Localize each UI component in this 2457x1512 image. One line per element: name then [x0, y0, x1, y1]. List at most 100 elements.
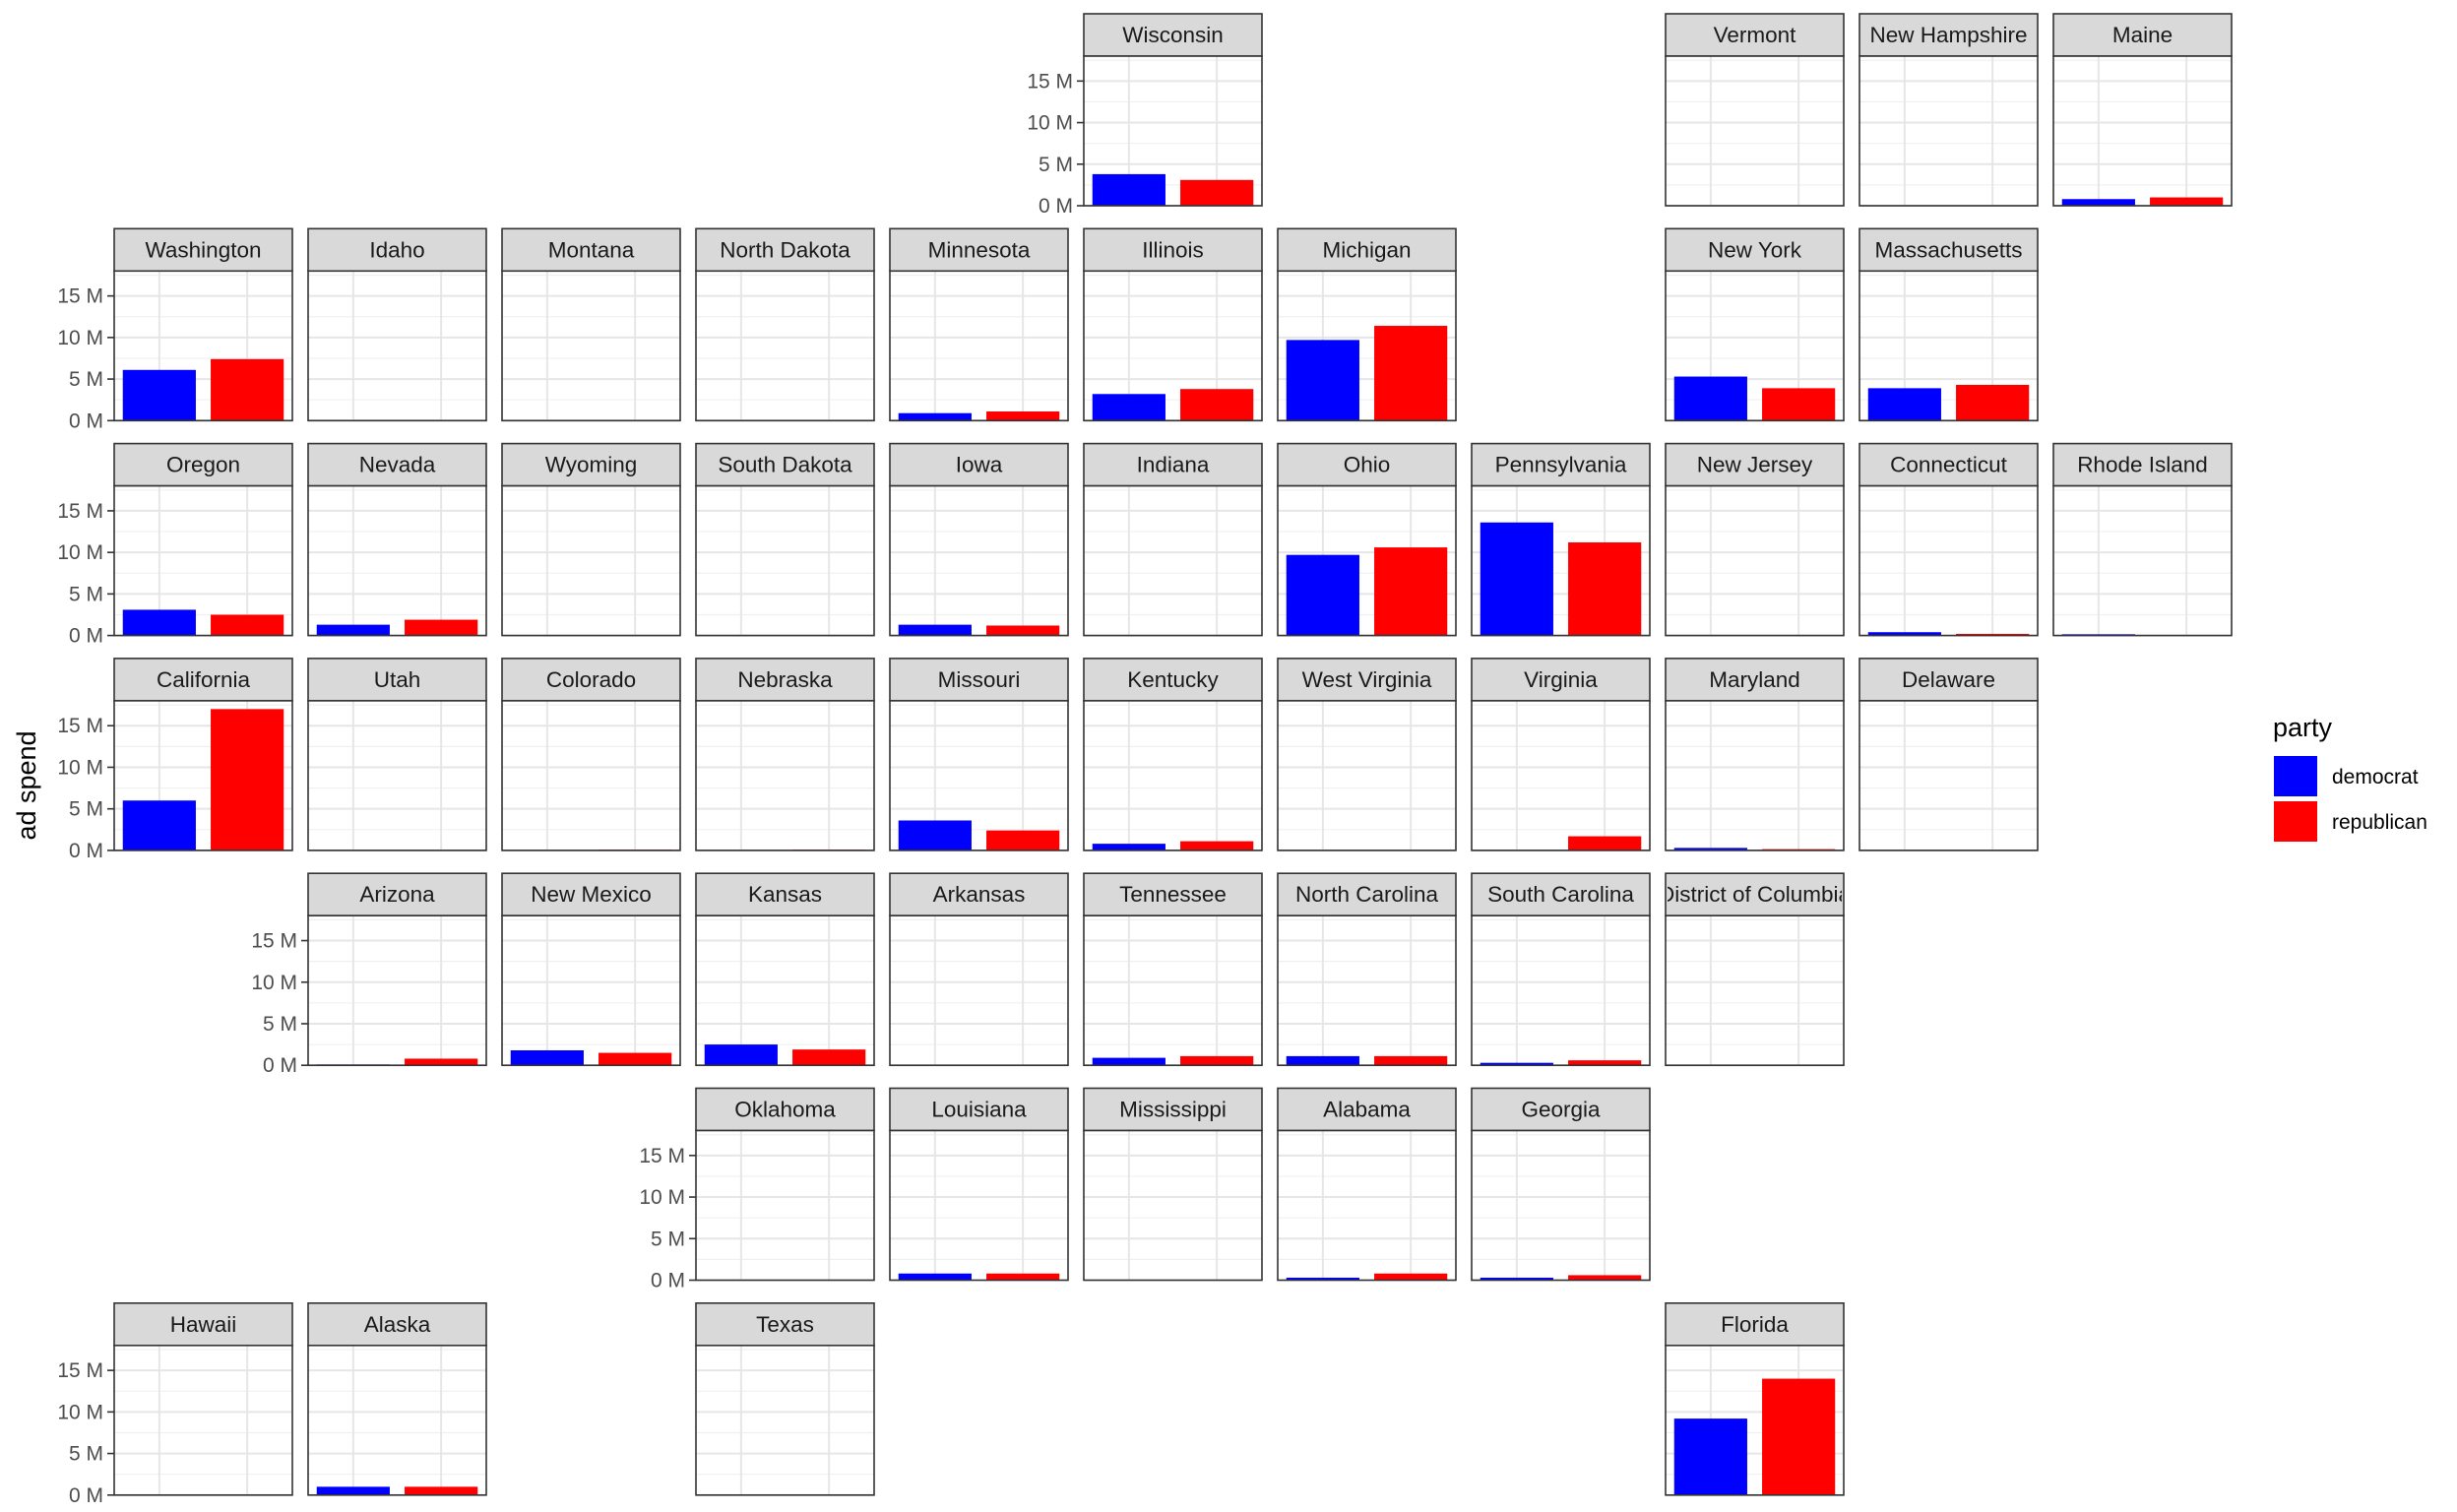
y-axes: 0 M 5 M 10 M 15 M 0 M 5 M 10 M 15 M 0 M 5 M 10 M 15…: [57, 70, 1084, 1507]
facet-strip: [1858, 13, 2039, 57]
y-axis: 0 M 5 M 10 M 15 M: [57, 715, 114, 862]
bar-republican: [1956, 384, 2030, 421]
bar-republican: [1180, 1055, 1254, 1066]
y-tick-label: 10 M: [57, 541, 103, 564]
facet-strip-label: Washington: [146, 237, 262, 262]
y-tick-label: 15 M: [57, 715, 103, 737]
panel-background: [696, 271, 874, 421]
panel-background: [1666, 700, 1844, 850]
panel-background: [696, 915, 874, 1066]
panel-background: [2053, 485, 2232, 636]
legend: party democrat republican: [2273, 713, 2427, 842]
bar-republican: [1568, 542, 1642, 636]
facet-strip: [1665, 1302, 1845, 1347]
facet-strip: [1858, 227, 2039, 273]
bar-republican: [1568, 1060, 1642, 1066]
facet-strip: [1277, 872, 1457, 917]
facet-strip-label: Virginia: [1524, 667, 1598, 692]
facet-panel: South Dakota: [695, 442, 875, 637]
bar-democrat: [1480, 522, 1553, 636]
facet-panel: Alaska: [307, 1302, 487, 1496]
facet-strip-label: Oregon: [166, 453, 240, 477]
y-tick-label: 0 M: [263, 1054, 297, 1077]
legend-label-republican: republican: [2332, 811, 2427, 834]
legend-title: party: [2273, 713, 2333, 742]
panel-background: [502, 271, 680, 421]
panel-border: [889, 270, 1069, 422]
facet-strip-label: Tennessee: [1119, 882, 1227, 907]
facet-strip-label: Ohio: [1344, 453, 1391, 477]
panel-border: [1665, 484, 1845, 637]
facet-panel: Rhode Island: [2052, 442, 2233, 637]
y-tick-label: 15 M: [639, 1145, 685, 1167]
panel-border: [695, 1129, 875, 1282]
panel-border: [1665, 270, 1845, 422]
facet-strip: [1083, 13, 1263, 57]
facet-strip: [307, 442, 487, 487]
bar-democrat: [1092, 1057, 1166, 1066]
facet-strip-label: Kentucky: [1127, 667, 1219, 692]
y-tick-label: 10 M: [639, 1186, 685, 1209]
panel-background: [308, 915, 486, 1066]
panel-background: [1278, 915, 1456, 1066]
y-axis: 0 M 5 M 10 M 15 M: [57, 285, 114, 432]
facet-panels: Wisconsin Vermont New Hampshire Maine Washin…: [113, 13, 2233, 1496]
panel-border: [1277, 914, 1457, 1067]
bar-republican: [986, 625, 1060, 636]
facet-strip: [501, 442, 681, 487]
facet-strip-label: Minnesota: [928, 237, 1031, 262]
facet-strip: [1471, 872, 1651, 917]
facet-panel: Texas: [695, 1302, 875, 1496]
facet-strip-label: Nebraska: [737, 667, 833, 692]
panel-border: [695, 270, 875, 422]
facet-strip: [1083, 1087, 1263, 1132]
panel-background: [890, 1130, 1068, 1281]
panel-background: [1666, 915, 1844, 1066]
panel-background: [1472, 1130, 1650, 1281]
facet-strip-label: Indiana: [1137, 453, 1210, 477]
y-tick-label: 5 M: [651, 1228, 685, 1250]
facet-strip: [307, 658, 487, 702]
facet-strip-label: Nevada: [359, 453, 436, 477]
facet-panel: Delaware: [1858, 658, 2039, 851]
y-tick-label: 15 M: [57, 500, 103, 523]
facet-strip: [1083, 227, 1263, 273]
facet-panel: Michigan: [1277, 227, 1457, 422]
bar-democrat: [1286, 1277, 1359, 1281]
bar-republican: [1762, 1378, 1836, 1495]
panel-border: [2052, 484, 2233, 637]
bar-republican: [211, 709, 284, 850]
bar-democrat: [122, 609, 196, 636]
panel-background: [502, 485, 680, 636]
y-tick-label: 0 M: [69, 840, 103, 862]
facet-strip-label: Alaska: [364, 1312, 431, 1337]
panel-border: [1858, 484, 2039, 637]
bar-republican: [405, 1058, 478, 1066]
panel-background: [890, 915, 1068, 1066]
facet-panel: Missouri: [889, 658, 1069, 851]
panel-border: [1665, 55, 1845, 207]
facet-strip-label: Pennsylvania: [1495, 453, 1627, 477]
facet-strip: [501, 872, 681, 917]
facet-panel: Tennessee: [1083, 872, 1263, 1067]
bar-democrat: [1286, 554, 1359, 636]
facet-strip: [113, 227, 293, 273]
y-tick-label: 10 M: [1027, 112, 1073, 135]
facet-strip-label: Wisconsin: [1122, 23, 1224, 47]
panel-background: [502, 915, 680, 1066]
facet-strip: [695, 227, 875, 273]
y-axis: 0 M 5 M 10 M 15 M: [1027, 70, 1084, 218]
facet-strip-label: Delaware: [1902, 667, 1995, 692]
bar-republican: [1180, 179, 1254, 206]
y-tick-label: 5 M: [1039, 154, 1073, 176]
facet-panel: New Jersey: [1665, 442, 1845, 637]
facet-panel: Oregon: [113, 442, 293, 637]
panel-background: [1278, 1130, 1456, 1281]
panel-border: [889, 484, 1069, 637]
facet-panel: Connecticut: [1858, 442, 2039, 637]
facet-panel: California: [113, 658, 293, 851]
facet-strip-label: South Carolina: [1487, 882, 1634, 907]
facet-strip: [1471, 442, 1651, 487]
facet-strip: [889, 227, 1069, 273]
facet-strip-label: North Carolina: [1295, 882, 1439, 907]
